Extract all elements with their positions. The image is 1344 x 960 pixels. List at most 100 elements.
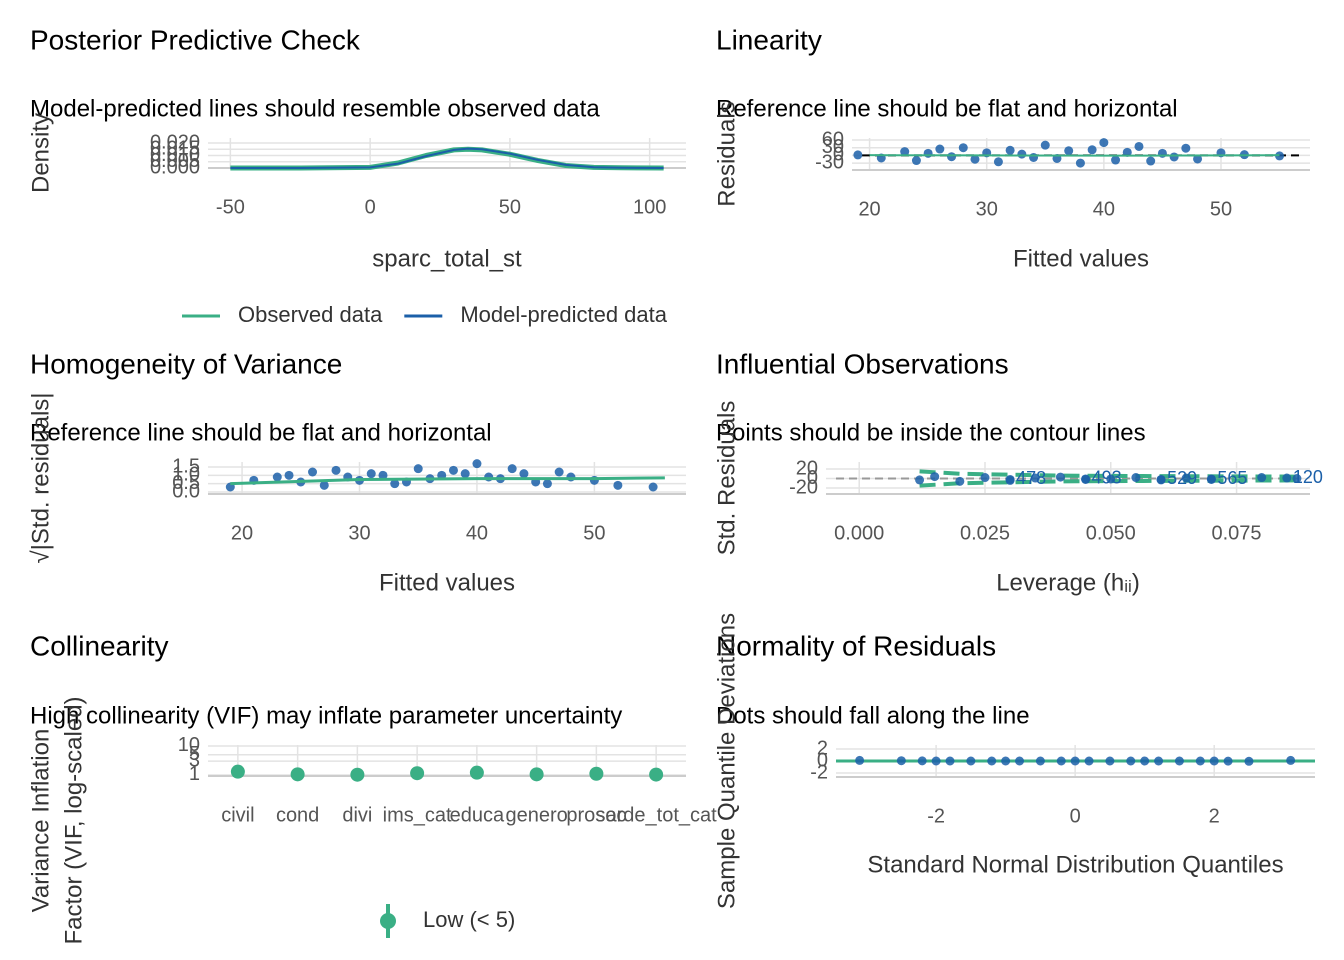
data-point: [1081, 474, 1091, 484]
data-point: [1181, 143, 1191, 153]
point-label: 493: [1092, 468, 1122, 488]
y-tick-label: 5: [189, 743, 200, 765]
x-tick-label: ims_cat: [383, 804, 452, 826]
x-tick-label: 0.050: [1086, 522, 1136, 544]
data-point: [448, 465, 458, 475]
y-tick-label: 0: [807, 467, 818, 489]
data-point: [1169, 152, 1179, 162]
y-axis-label: √|Std. residuals|: [27, 392, 54, 563]
data-point: [1134, 141, 1144, 151]
x-tick-label: 0.025: [960, 522, 1010, 544]
y-axis-label: Density: [27, 113, 54, 193]
data-point: [1286, 755, 1296, 765]
x-axis-label: Fitted values: [379, 569, 515, 596]
x-tick-label: 0: [365, 196, 376, 218]
data-point: [1126, 756, 1136, 766]
data-point: [1001, 756, 1011, 766]
x-axis-label: Standard Normal Distribution Quantiles: [867, 851, 1283, 878]
data-point: [1106, 474, 1116, 484]
x-tick-label: -50: [216, 196, 245, 218]
legend-label: Model-predicted data: [460, 302, 667, 327]
x-tick-label: 40: [466, 522, 488, 544]
data-point: [900, 147, 910, 157]
y-tick-label: 1.0: [172, 464, 200, 486]
x-tick-label: 20: [858, 198, 880, 220]
data-point: [230, 764, 245, 779]
data-point: [589, 766, 604, 781]
data-point: [554, 467, 564, 477]
data-point: [1193, 154, 1203, 164]
data-point: [648, 482, 658, 492]
x-tick-label: 50: [1210, 198, 1232, 220]
data-point: [1111, 155, 1121, 165]
y-tick-label: -20: [789, 476, 818, 498]
data-point: [1131, 473, 1141, 483]
data-point: [1064, 146, 1074, 156]
data-point: [1174, 756, 1184, 766]
data-point: [390, 479, 400, 489]
data-point: [1209, 756, 1219, 766]
y-tick-label: 3: [189, 749, 200, 771]
data-point: [1087, 145, 1097, 155]
data-point: [1056, 756, 1066, 766]
data-point: [1015, 756, 1025, 766]
series-line: [869, 154, 1280, 157]
x-tick-label: 50: [499, 196, 521, 218]
series-line: [230, 476, 665, 486]
data-point: [855, 755, 865, 765]
data-point: [970, 154, 980, 164]
data-point: [1035, 756, 1045, 766]
data-point: [519, 469, 529, 479]
data-point: [613, 480, 623, 490]
y-tick-label: 10: [178, 734, 200, 756]
data-point: [1005, 145, 1015, 155]
y-tick-label: -2: [810, 761, 828, 783]
data-point: [1181, 473, 1191, 483]
y-tick-label: 0.020: [150, 131, 200, 153]
data-point: [331, 465, 341, 475]
y-tick-label: 0.5: [172, 472, 200, 494]
x-tick-label: prosoc: [566, 804, 626, 826]
data-point: [284, 470, 294, 480]
data-point: [272, 472, 282, 482]
y-tick-label: 0.005: [150, 150, 200, 172]
x-tick-label: -2: [927, 805, 945, 827]
data-point: [413, 464, 423, 474]
y-tick-label: 30: [822, 136, 844, 158]
data-point: [1075, 158, 1085, 168]
data-point: [1105, 756, 1115, 766]
legend-label: Observed data: [238, 302, 383, 327]
data-point: [1282, 473, 1292, 483]
y-tick-label: 0: [833, 144, 844, 166]
data-point: [1029, 152, 1039, 162]
y-axis-label: Sample Quantile Deviations: [713, 613, 740, 909]
data-point: [350, 767, 365, 782]
series-line: [230, 147, 664, 169]
data-point: [987, 756, 997, 766]
x-tick-label: 0.000: [834, 522, 884, 544]
data-point: [1005, 474, 1015, 484]
x-tick-label: cond: [276, 804, 319, 826]
data-point: [410, 766, 425, 781]
data-point: [896, 756, 906, 766]
y-axis-label: Factor (VIF, log-scaled): [60, 696, 87, 944]
panel-subtitle: Reference line should be flat and horizo…: [716, 95, 1178, 122]
data-point: [945, 756, 955, 766]
x-tick-label: 30: [348, 522, 370, 544]
y-tick-label: 0.000: [150, 156, 200, 178]
point-label: 565: [1217, 468, 1247, 488]
x-tick-label: 0: [1070, 805, 1081, 827]
data-point: [1030, 473, 1040, 483]
data-point: [930, 472, 940, 482]
data-point: [542, 479, 552, 489]
data-point: [1206, 474, 1216, 484]
data-point: [1257, 473, 1267, 483]
data-point: [911, 156, 921, 166]
y-tick-label: 0.015: [150, 138, 200, 160]
data-point: [853, 150, 863, 160]
legend-swatch: [380, 913, 396, 929]
x-tick-label: 20: [231, 522, 253, 544]
point-label: 529: [1167, 468, 1197, 488]
data-point: [1154, 756, 1164, 766]
